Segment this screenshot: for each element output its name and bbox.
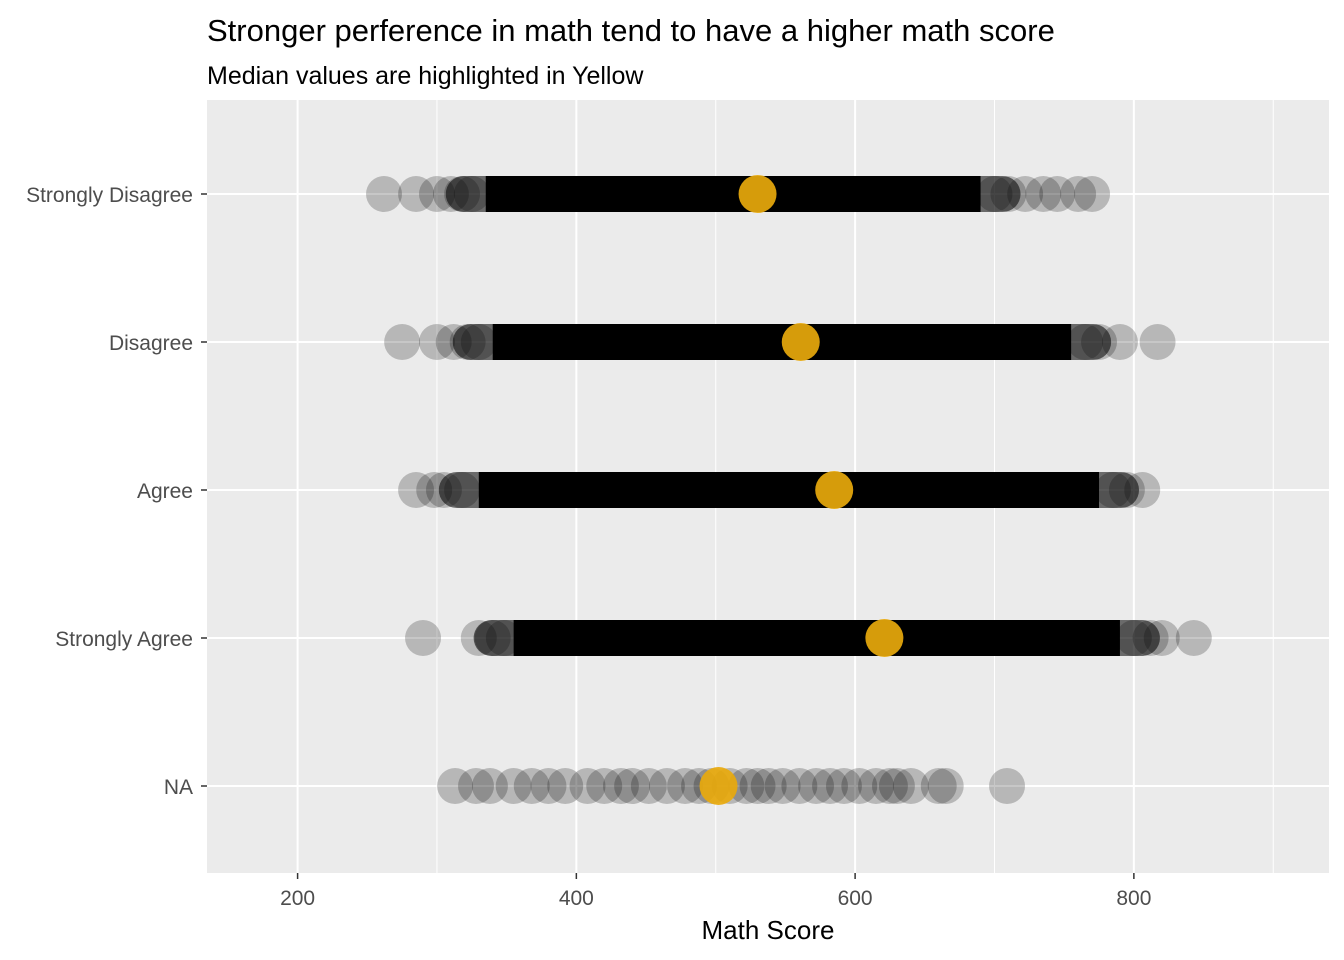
data-point	[453, 176, 490, 212]
data-point	[1101, 324, 1138, 360]
data-point	[569, 768, 606, 804]
data-point	[444, 472, 481, 508]
data-point	[449, 324, 486, 360]
data-point	[1060, 176, 1097, 212]
chart-title: Stronger perference in math tend to have…	[207, 13, 1055, 48]
x-tick-label: 800	[1116, 887, 1151, 910]
data-point	[1025, 176, 1062, 212]
data-point	[435, 324, 472, 360]
x-axis-label: Math Score	[702, 915, 835, 945]
data-point	[1115, 620, 1152, 656]
data-point	[990, 176, 1027, 212]
point-cluster-dense	[513, 620, 1120, 656]
data-point	[418, 324, 455, 360]
data-point	[432, 176, 469, 212]
data-point	[398, 472, 435, 508]
data-point	[425, 472, 462, 508]
data-point	[858, 768, 895, 804]
data-point	[398, 176, 435, 212]
data-point	[798, 768, 835, 804]
data-point	[547, 768, 584, 804]
data-point	[416, 472, 453, 508]
median-point	[815, 471, 854, 509]
data-point	[614, 768, 651, 804]
data-point	[530, 768, 567, 804]
data-point	[878, 768, 915, 804]
data-point	[1143, 620, 1180, 656]
point-cluster-dense	[485, 176, 981, 212]
data-point	[648, 768, 685, 804]
data-point	[1094, 472, 1131, 508]
point-cluster-dense	[478, 472, 1100, 508]
y-tick-label: NA	[164, 776, 193, 799]
data-point	[384, 324, 421, 360]
data-point	[444, 176, 481, 212]
x-axis-tick-labels: 200 400 600 800	[280, 873, 1151, 910]
data-point	[841, 768, 878, 804]
data-point	[405, 620, 442, 656]
data-point	[825, 768, 862, 804]
y-tick-label: Strongly Agree	[55, 628, 193, 651]
data-point	[460, 324, 497, 360]
data-point	[781, 768, 818, 804]
data-point	[474, 620, 511, 656]
data-point	[739, 768, 776, 804]
data-point	[1039, 176, 1076, 212]
data-point	[437, 768, 474, 804]
data-point	[485, 620, 522, 656]
data-point	[764, 768, 801, 804]
data-point	[927, 768, 964, 804]
y-tick-label: Strongly Disagree	[26, 184, 193, 207]
data-point	[1007, 176, 1044, 212]
data-point	[602, 768, 639, 804]
data-point	[892, 768, 929, 804]
data-point	[460, 620, 497, 656]
median-point	[781, 323, 820, 361]
data-point	[513, 768, 550, 804]
data-point	[1108, 472, 1145, 508]
data-point	[630, 768, 667, 804]
data-point	[458, 768, 495, 804]
chart-subtitle: Median values are highlighted in Yellow	[207, 62, 644, 90]
y-tick-label: Disagree	[109, 332, 193, 355]
data-point	[495, 768, 532, 804]
data-point	[812, 768, 849, 804]
data-point	[667, 768, 704, 804]
data-point	[366, 176, 403, 212]
median-point	[699, 767, 738, 805]
x-tick-label: 200	[280, 887, 315, 910]
data-points	[366, 176, 1212, 804]
data-point	[471, 768, 508, 804]
x-tick-label: 400	[559, 887, 594, 910]
data-point	[976, 176, 1013, 212]
y-tick-label: Agree	[137, 480, 193, 503]
median-point	[738, 175, 777, 213]
data-point	[418, 176, 455, 212]
data-point	[750, 768, 787, 804]
data-point	[1139, 324, 1176, 360]
x-tick-label: 600	[838, 887, 873, 910]
data-point	[586, 768, 623, 804]
data-point	[1074, 176, 1111, 212]
median-point	[865, 619, 904, 657]
data-point	[728, 768, 765, 804]
y-axis-tick-labels: Strongly Disagree Disagree Agree Strongly A…	[26, 184, 207, 799]
data-point	[989, 768, 1026, 804]
data-point	[920, 768, 957, 804]
data-point	[1132, 620, 1169, 656]
data-point	[1124, 472, 1161, 508]
data-point	[1081, 324, 1118, 360]
data-point	[1067, 324, 1104, 360]
median-points	[699, 175, 904, 805]
data-point	[871, 768, 908, 804]
data-point	[1175, 620, 1212, 656]
